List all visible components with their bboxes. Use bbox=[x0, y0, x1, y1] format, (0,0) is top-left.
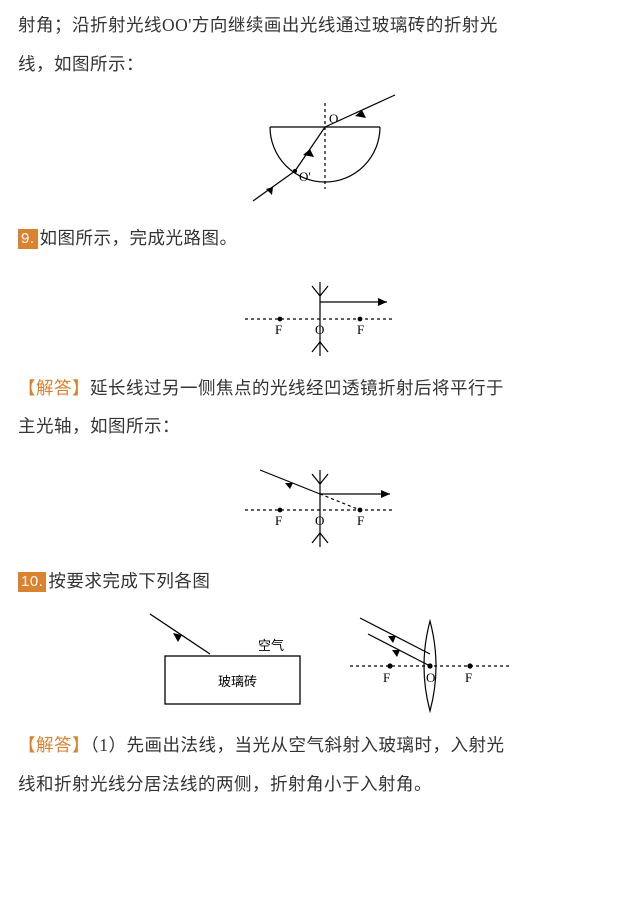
q9-question: 9.如图所示，完成光路图。 bbox=[18, 219, 622, 258]
label-O-2: O bbox=[315, 513, 324, 528]
label-O-prime: O' bbox=[299, 169, 311, 184]
q10-number: 10. bbox=[18, 572, 46, 592]
q10-question: 10.按要求完成下列各图 bbox=[18, 562, 622, 601]
label-F-right-3: F bbox=[465, 670, 472, 685]
label-O: O bbox=[329, 111, 338, 126]
figure-concave-lens-q9: F O F bbox=[18, 264, 622, 359]
label-F-left-1: F bbox=[275, 322, 282, 337]
label-O-3: O bbox=[426, 670, 435, 685]
q9-number: 9. bbox=[18, 229, 38, 249]
figure-q10-group: 空气 玻璃砖 F O F bbox=[18, 606, 622, 716]
label-F-left-2: F bbox=[275, 513, 282, 528]
label-F-right-2: F bbox=[357, 513, 364, 528]
label-F-left-3: F bbox=[383, 670, 390, 685]
q9-answer: 【解答】延长线过另一侧焦点的光线经凹透镜折射后将平行于 主光轴，如图所示： bbox=[18, 369, 622, 446]
q9-answer-text: 延长线过另一侧焦点的光线经凹透镜折射后将平行于 bbox=[90, 378, 504, 398]
label-air: 空气 bbox=[258, 638, 284, 653]
q10-answer-label: 【解答】 bbox=[18, 735, 90, 755]
intro-line2: 线，如图所示： bbox=[18, 54, 144, 74]
q10-answer-text: （1）先画出法线，当光从空气斜射入玻璃时，入射光 bbox=[90, 735, 505, 755]
label-O-1: O bbox=[315, 322, 324, 337]
figure-concave-lens-solution: F O F bbox=[18, 452, 622, 552]
q9-text: 如图所示，完成光路图。 bbox=[40, 228, 238, 248]
figure-semicircle: O O' bbox=[18, 89, 622, 209]
intro-paragraph: 射角；沿折射光线OO'方向继续画出光线通过玻璃砖的折射光 线，如图所示： bbox=[18, 6, 622, 83]
label-F-right-1: F bbox=[357, 322, 364, 337]
q9-answer-line2: 主光轴，如图所示： bbox=[18, 416, 180, 436]
q10-answer-line2: 线和折射光线分居法线的两侧，折射角小于入射角。 bbox=[18, 774, 432, 794]
intro-line1: 射角；沿折射光线OO'方向继续画出光线通过玻璃砖的折射光 bbox=[18, 15, 498, 35]
q9-answer-label: 【解答】 bbox=[18, 378, 90, 398]
q10-text: 按要求完成下列各图 bbox=[48, 571, 210, 591]
q10-answer: 【解答】（1）先画出法线，当光从空气斜射入玻璃时，入射光 线和折射光线分居法线的… bbox=[18, 726, 622, 803]
label-glass: 玻璃砖 bbox=[218, 674, 257, 689]
